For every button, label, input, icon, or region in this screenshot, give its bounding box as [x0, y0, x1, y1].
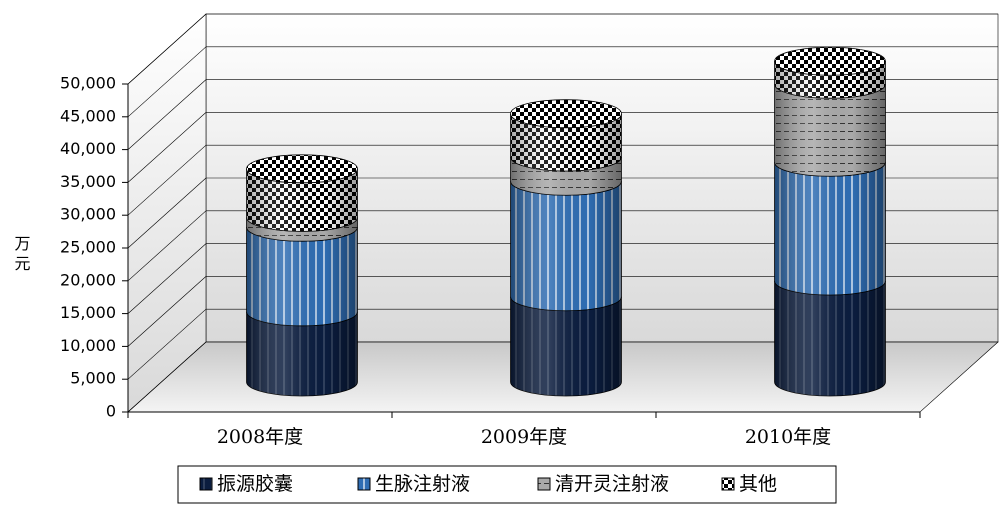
cylinder-top	[510, 99, 622, 129]
y-tick-label: 50,000	[60, 74, 116, 93]
x-tick-label: 2009年度	[481, 426, 567, 448]
bar-shade	[774, 84, 886, 177]
grid-line	[127, 79, 207, 150]
grid-line	[127, 210, 207, 282]
grid-line	[127, 13, 207, 85]
cylinder-top	[246, 154, 358, 184]
y-tick-label: 10,000	[60, 336, 116, 355]
bar-shade	[774, 162, 886, 295]
bar-shade	[510, 296, 622, 396]
grid-line	[127, 341, 207, 413]
bar-shade	[774, 280, 886, 396]
y-tick-label: 30,000	[60, 205, 116, 224]
bar-shade	[246, 217, 358, 242]
legend-marker	[357, 477, 371, 491]
grid-line	[127, 46, 207, 118]
legend-marker	[199, 477, 213, 491]
bar-shade	[510, 181, 622, 311]
legend-label: 清开灵注射液	[555, 473, 669, 495]
x-tick-label: 2008年度	[217, 426, 303, 448]
bar-shade	[510, 156, 622, 196]
x-tick-label: 2010年度	[745, 426, 831, 448]
y-axis-label: 万元	[12, 235, 31, 275]
bar-shade	[246, 227, 358, 326]
y-tick-label: 5,000	[70, 369, 116, 388]
y-tick-label: 15,000	[60, 303, 116, 322]
bar-shade	[774, 61, 886, 99]
cylinder-top	[774, 46, 886, 76]
grid-line	[127, 177, 207, 249]
y-tick-label: 40,000	[60, 139, 116, 158]
bar-shade	[246, 168, 358, 232]
y-tick-label: 20,000	[60, 270, 116, 289]
y-tick-label: 45,000	[60, 106, 116, 125]
grid-line	[127, 308, 207, 380]
legend-label: 生脉注射液	[375, 473, 470, 495]
legend-marker	[721, 477, 735, 491]
legend-label: 振源胶囊	[217, 473, 293, 495]
grid-line	[127, 243, 207, 314]
y-tick-label: 0	[106, 402, 116, 421]
legend-marker	[537, 477, 551, 491]
bar-shade	[246, 311, 358, 396]
grid-line	[127, 112, 207, 183]
y-tick-label: 25,000	[60, 238, 116, 257]
bar-shade	[510, 113, 622, 171]
y-tick-label: 35,000	[60, 172, 116, 191]
grid-line	[127, 276, 207, 347]
grid-line	[127, 144, 207, 216]
legend-label: 其他	[739, 473, 777, 495]
